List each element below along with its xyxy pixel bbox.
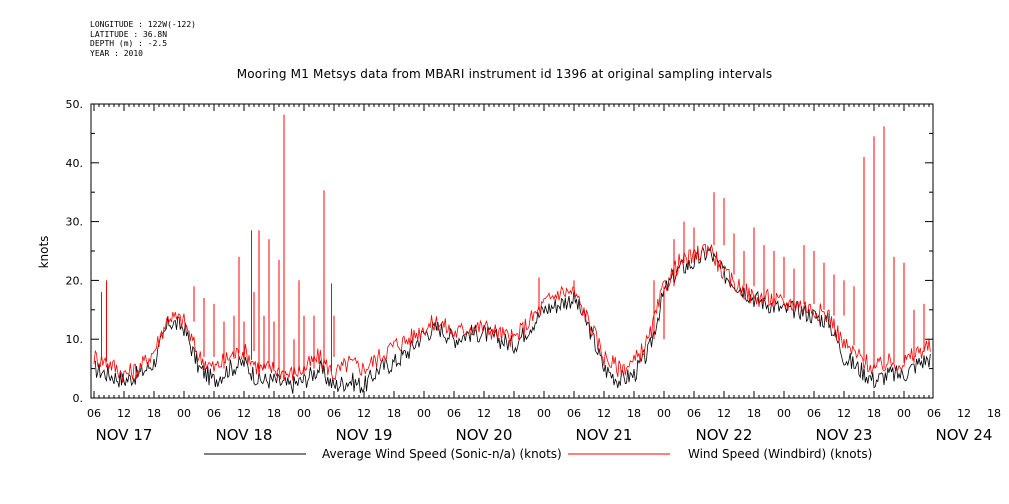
y-axis-label: knots xyxy=(37,236,51,269)
x-hour-label: 12 xyxy=(357,407,371,420)
metadata-latitude: LATITUDE : 36.8N xyxy=(90,29,168,39)
x-day-label: NOV 24 xyxy=(936,426,993,444)
series-line xyxy=(93,246,931,394)
x-hour-label: 12 xyxy=(837,407,851,420)
x-day-label: NOV 18 xyxy=(216,426,273,444)
metadata-longitude: LONGITUDE : 122W(-122) xyxy=(90,20,196,29)
series-average-wind-speed xyxy=(93,246,931,394)
x-hour-label: 12 xyxy=(237,407,251,420)
x-hour-label: 06 xyxy=(567,407,581,420)
legend: Average Wind Speed (Sonic-n/a) (knots) W… xyxy=(204,447,872,461)
series-windbird-wind-speed xyxy=(93,114,931,383)
x-day-label: NOV 17 xyxy=(96,426,153,444)
legend-label-average: Average Wind Speed (Sonic-n/a) (knots) xyxy=(322,447,562,461)
x-hour-label: 06 xyxy=(207,407,221,420)
chart-title: Mooring M1 Metsys data from MBARI instru… xyxy=(236,67,773,81)
x-hour-label: 00 xyxy=(657,407,671,420)
x-hour-label: 18 xyxy=(147,407,161,420)
y-tick-label: 20. xyxy=(66,274,84,287)
x-hour-label: 00 xyxy=(177,407,191,420)
x-hour-label: 06 xyxy=(687,407,701,420)
metadata-year: YEAR : 2010 xyxy=(90,48,143,58)
x-hour-label: 06 xyxy=(87,407,101,420)
x-hour-label: 18 xyxy=(267,407,281,420)
x-hour-label: 12 xyxy=(597,407,611,420)
y-tick-label: 10. xyxy=(66,333,84,346)
x-hour-label: 06 xyxy=(327,407,341,420)
x-hour-label: 00 xyxy=(777,407,791,420)
x-day-label: NOV 19 xyxy=(336,426,393,444)
y-tick-label: 30. xyxy=(66,216,84,229)
x-day-label: NOV 20 xyxy=(456,426,513,444)
y-tick-label: 40. xyxy=(66,157,84,170)
x-day-label: NOV 21 xyxy=(576,426,633,444)
axis-ticks: 0. 10. 20. 30. 40. 50. 06 12 18 00 06 12 18 00 06 12 18 0… xyxy=(66,98,1002,444)
x-hour-label: 00 xyxy=(897,407,911,420)
x-hour-label: 00 xyxy=(417,407,431,420)
x-hour-label: 06 xyxy=(807,407,821,420)
series-line xyxy=(93,243,931,383)
station-metadata: LONGITUDE : 122W(-122) LATITUDE : 36.8N … xyxy=(90,20,196,58)
x-hour-label: 12 xyxy=(957,407,971,420)
x-hour-label: 18 xyxy=(987,407,1001,420)
plot-area xyxy=(93,114,931,394)
x-day-label: NOV 23 xyxy=(816,426,873,444)
legend-label-windbird: Wind Speed (Windbird) (knots) xyxy=(688,447,872,461)
x-hour-label: 06 xyxy=(447,407,461,420)
x-hour-label: 18 xyxy=(627,407,641,420)
x-hour-label: 06 xyxy=(927,407,941,420)
x-hour-label: 12 xyxy=(117,407,131,420)
x-hour-label: 12 xyxy=(477,407,491,420)
x-hour-label: 00 xyxy=(297,407,311,420)
metadata-depth: DEPTH (m) : -2.5 xyxy=(90,39,168,48)
x-day-label: NOV 22 xyxy=(696,426,753,444)
x-hour-label: 00 xyxy=(537,407,551,420)
y-tick-label: 0. xyxy=(73,392,84,405)
x-hour-label: 12 xyxy=(717,407,731,420)
x-hour-label: 18 xyxy=(387,407,401,420)
x-hour-label: 18 xyxy=(747,407,761,420)
plot-frame xyxy=(90,103,934,399)
x-hour-label: 18 xyxy=(867,407,881,420)
y-tick-label: 50. xyxy=(66,98,84,111)
x-hour-label: 18 xyxy=(507,407,521,420)
